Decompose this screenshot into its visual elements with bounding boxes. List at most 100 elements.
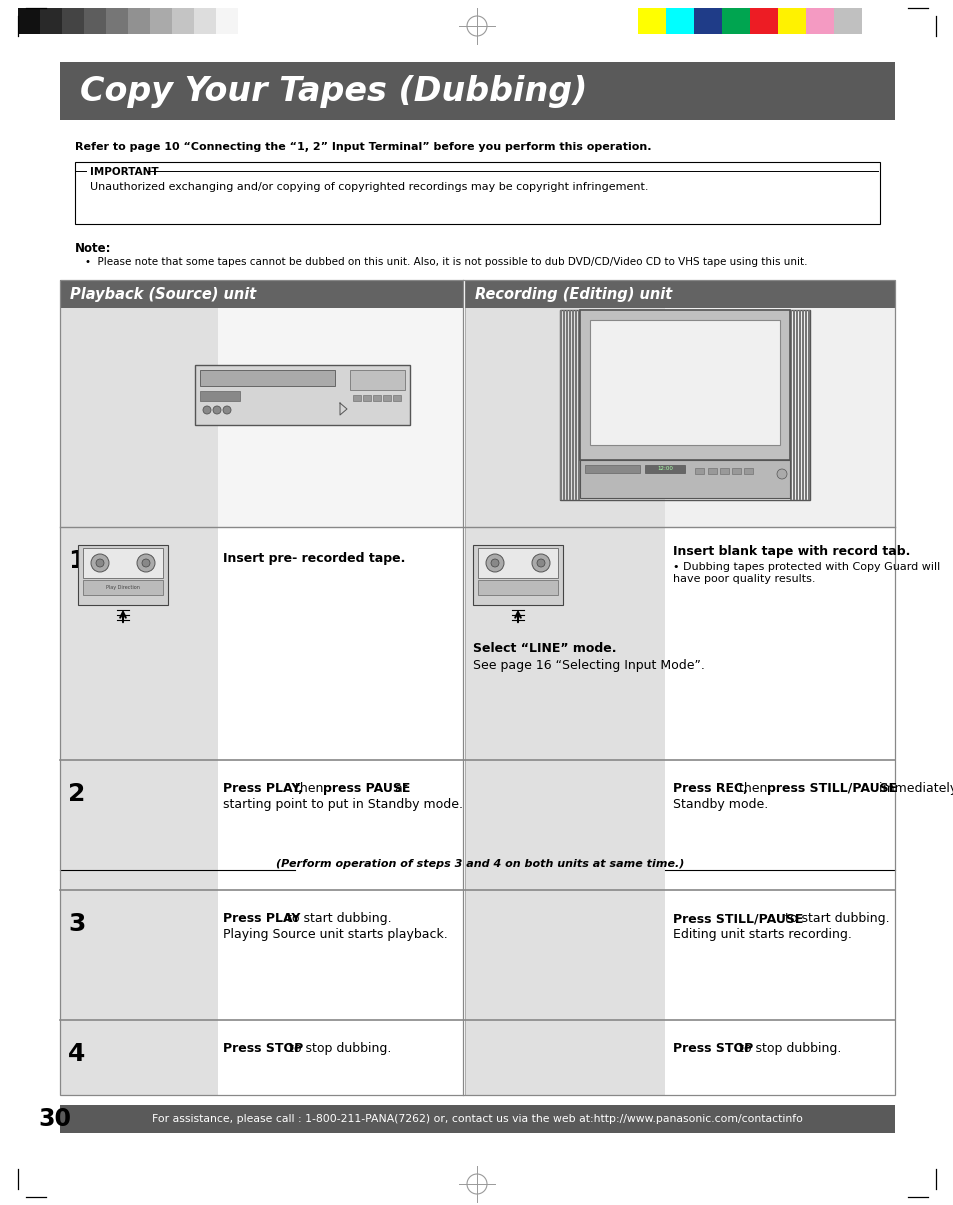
Text: 3: 3 [68, 912, 85, 936]
Bar [749, 8, 778, 34]
Text: 30: 30 [38, 1107, 71, 1131]
Circle shape [203, 406, 211, 415]
Text: See page 16 “Selecting Input Mode”.: See page 16 “Selecting Input Mode”. [473, 659, 704, 672]
Bar [464, 760, 664, 890]
Bar [218, 308, 462, 527]
Bar [473, 545, 562, 605]
Text: to stop dubbing.: to stop dubbing. [285, 1042, 391, 1056]
Bar [215, 8, 237, 34]
Bar [193, 8, 215, 34]
Text: Playback (Source) unit: Playback (Source) unit [70, 287, 256, 301]
Bar [575, 310, 577, 500]
Bar [353, 395, 360, 401]
Bar [200, 370, 335, 386]
Bar [801, 310, 803, 500]
Bar [84, 8, 106, 34]
Bar [579, 310, 789, 460]
Text: press STILL/PAUSE: press STILL/PAUSE [766, 782, 896, 795]
Bar [665, 8, 693, 34]
Bar [559, 310, 561, 500]
Text: Unauthorized exchanging and/or copying of copyrighted recordings may be copyrigh: Unauthorized exchanging and/or copying o… [90, 182, 648, 192]
Text: Play Direction: Play Direction [106, 586, 140, 590]
Text: Insert blank tape with record tab.: Insert blank tape with record tab. [672, 545, 909, 558]
Bar [194, 365, 410, 425]
Text: Note:: Note: [75, 242, 112, 255]
Bar [150, 8, 172, 34]
Circle shape [213, 406, 221, 415]
Bar [464, 1019, 664, 1095]
Bar [789, 310, 791, 500]
Text: to stop dubbing.: to stop dubbing. [734, 1042, 841, 1056]
Circle shape [537, 559, 544, 568]
Bar [778, 8, 805, 34]
Bar [60, 280, 462, 308]
Bar [172, 8, 193, 34]
Bar [792, 310, 794, 500]
Bar [464, 890, 664, 1019]
Bar [40, 8, 62, 34]
Bar [464, 308, 664, 527]
Text: Editing unit starts recording.: Editing unit starts recording. [672, 928, 851, 941]
Circle shape [491, 559, 498, 568]
Text: to start dubbing.: to start dubbing. [781, 912, 889, 925]
Bar [382, 395, 391, 401]
Text: Press STOP: Press STOP [672, 1042, 753, 1056]
Bar [805, 8, 833, 34]
Text: Press REC,: Press REC, [672, 782, 747, 795]
Text: 12:00: 12:00 [657, 466, 672, 471]
Bar [60, 527, 218, 760]
Bar [799, 310, 801, 500]
Text: then: then [734, 782, 771, 795]
Bar [477, 580, 558, 595]
Bar [731, 468, 740, 474]
Bar [350, 370, 405, 390]
Bar [721, 8, 749, 34]
Text: Insert pre- recorded tape.: Insert pre- recorded tape. [223, 552, 405, 565]
Text: press PAUSE: press PAUSE [323, 782, 410, 795]
Text: (Perform operation of steps 3 and 4 on both units at same time.): (Perform operation of steps 3 and 4 on b… [275, 859, 683, 869]
Text: Press STOP: Press STOP [223, 1042, 303, 1056]
Text: then: then [291, 782, 327, 795]
Bar [128, 8, 150, 34]
Text: Refer to page 10 “Connecting the “1, 2” Input Terminal” before you perform this : Refer to page 10 “Connecting the “1, 2” … [75, 142, 651, 152]
Bar [565, 310, 567, 500]
Bar [60, 1019, 218, 1095]
Circle shape [532, 554, 550, 572]
Bar [393, 395, 400, 401]
Bar [644, 465, 684, 474]
Bar [833, 8, 862, 34]
Text: Recording (Editing) unit: Recording (Editing) unit [475, 287, 672, 301]
Bar [707, 468, 717, 474]
Bar [106, 8, 128, 34]
Bar [562, 310, 564, 500]
Bar [83, 548, 163, 578]
Bar [568, 310, 571, 500]
Circle shape [223, 406, 231, 415]
Bar [572, 310, 574, 500]
Text: Press STILL/PAUSE: Press STILL/PAUSE [672, 912, 802, 925]
Bar [464, 527, 664, 760]
Text: to start dubbing.: to start dubbing. [283, 912, 392, 925]
Text: •  Please note that some tapes cannot be dubbed on this unit. Also, it is not po: • Please note that some tapes cannot be … [85, 257, 806, 268]
Bar [200, 390, 240, 401]
Bar [477, 548, 558, 578]
Bar [373, 395, 380, 401]
Bar [18, 8, 40, 34]
Bar [804, 310, 806, 500]
Bar [743, 468, 752, 474]
Text: 1: 1 [68, 549, 86, 574]
Bar [693, 8, 721, 34]
Text: immediately to put in: immediately to put in [874, 782, 953, 795]
Bar [589, 321, 780, 445]
Bar [60, 1105, 894, 1133]
Bar [559, 310, 809, 500]
Bar [720, 468, 728, 474]
Circle shape [137, 554, 154, 572]
Circle shape [142, 559, 150, 568]
Text: Standby mode.: Standby mode. [672, 798, 767, 811]
Circle shape [91, 554, 109, 572]
Text: 4: 4 [68, 1042, 85, 1066]
Bar [584, 465, 639, 474]
Bar [83, 580, 163, 595]
Text: Copy Your Tapes (Dubbing): Copy Your Tapes (Dubbing) [80, 76, 587, 108]
